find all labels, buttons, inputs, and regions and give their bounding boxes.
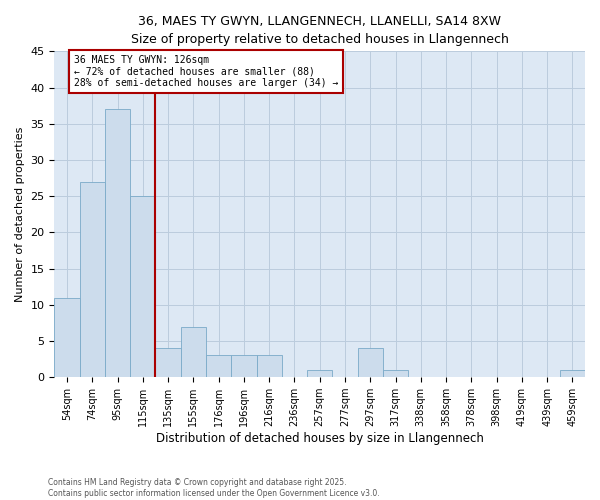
Bar xyxy=(206,356,231,377)
Y-axis label: Number of detached properties: Number of detached properties xyxy=(15,126,25,302)
Text: 36 MAES TY GWYN: 126sqm
← 72% of detached houses are smaller (88)
28% of semi-de: 36 MAES TY GWYN: 126sqm ← 72% of detache… xyxy=(74,55,338,88)
Bar xyxy=(105,110,130,377)
Bar xyxy=(231,356,257,377)
Bar xyxy=(181,326,206,377)
Bar xyxy=(560,370,585,377)
Title: 36, MAES TY GWYN, LLANGENNECH, LLANELLI, SA14 8XW
Size of property relative to d: 36, MAES TY GWYN, LLANGENNECH, LLANELLI,… xyxy=(131,15,509,46)
Bar xyxy=(307,370,332,377)
Text: Contains HM Land Registry data © Crown copyright and database right 2025.
Contai: Contains HM Land Registry data © Crown c… xyxy=(48,478,380,498)
Bar xyxy=(358,348,383,377)
Bar xyxy=(130,196,155,377)
X-axis label: Distribution of detached houses by size in Llangennech: Distribution of detached houses by size … xyxy=(156,432,484,445)
Bar xyxy=(383,370,408,377)
Bar xyxy=(55,298,80,377)
Bar xyxy=(257,356,282,377)
Bar xyxy=(155,348,181,377)
Bar xyxy=(80,182,105,377)
